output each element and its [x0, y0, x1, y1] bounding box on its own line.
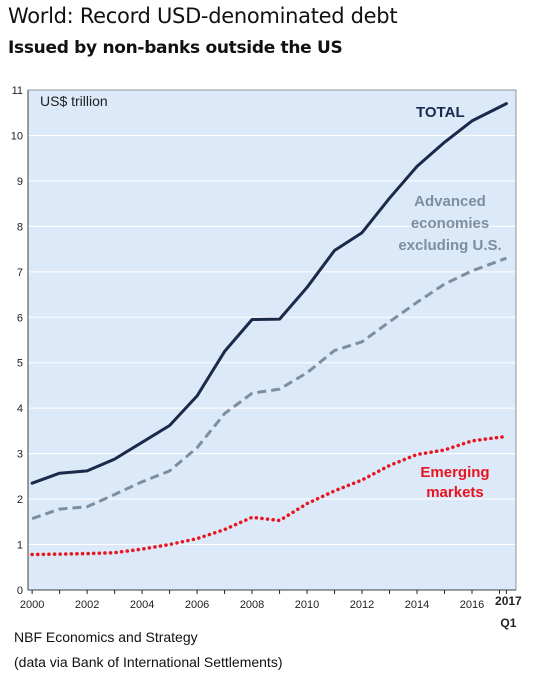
y-tick-label: 0 — [17, 585, 23, 597]
y-tick-label: 11 — [12, 85, 23, 97]
y-tick-label: 5 — [17, 358, 23, 370]
data-source-note: (data via Bank of International Settleme… — [14, 654, 283, 670]
x-tick-label: 2002 — [75, 599, 99, 611]
y-tick-label: 7 — [17, 267, 23, 279]
series-line-total — [30, 102, 508, 485]
unit-label: US$ trillion — [40, 93, 108, 109]
series-line-emerging — [30, 434, 509, 557]
plot-border — [27, 89, 517, 591]
series-line-advanced — [31, 256, 507, 521]
x-tick-label: 2012 — [350, 599, 374, 611]
x-tick-label: 2004 — [130, 599, 154, 611]
y-tick-label: 9 — [17, 176, 23, 188]
y-tick-label: 1 — [17, 540, 23, 552]
series-label-advanced: Advanced — [414, 193, 486, 210]
series-label-emerging: markets — [426, 484, 484, 501]
series-label-total: TOTAL — [416, 104, 465, 121]
y-tick-label: 6 — [17, 312, 23, 324]
series-label-advanced: economies — [411, 215, 489, 232]
plot-area — [28, 90, 516, 590]
series-label-advanced: excluding U.S. — [398, 237, 501, 254]
series-label-emerging: Emerging — [420, 464, 489, 481]
y-tick-label: 8 — [17, 221, 23, 233]
x-tick-label: 2006 — [185, 599, 209, 611]
chart-title: World: Record USD-denominated debt — [8, 4, 398, 28]
x-tick-label: 2010 — [295, 599, 319, 611]
x-tick-label: 2000 — [20, 599, 44, 611]
x-tick-label: 2014 — [405, 599, 429, 611]
y-tick-label: 3 — [17, 449, 23, 461]
y-tick-label: 10 — [11, 130, 23, 142]
y-tick-label: 2 — [17, 494, 23, 506]
source-note: NBF Economics and Strategy — [14, 629, 198, 645]
y-tick-label: 4 — [17, 403, 23, 415]
chart-subtitle: Issued by non-banks outside the US — [8, 38, 343, 58]
x-tick-label: 2008 — [240, 599, 264, 611]
x-tick-label: 2016 — [460, 599, 484, 611]
x-tick-label-q1: Q1 — [500, 616, 516, 630]
x-tick-label-2017: 2017 — [495, 594, 522, 608]
